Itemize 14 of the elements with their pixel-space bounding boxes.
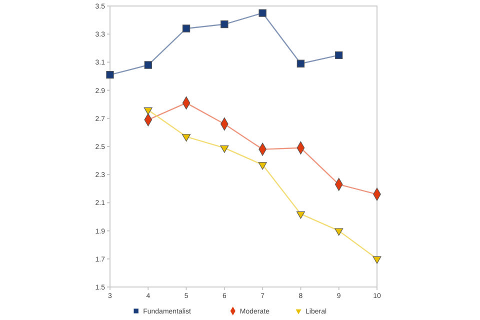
point — [144, 107, 152, 115]
point — [182, 24, 190, 32]
point — [106, 71, 114, 79]
point — [220, 20, 228, 28]
point — [258, 162, 267, 170]
point — [296, 211, 305, 219]
point — [182, 134, 191, 142]
point — [335, 51, 343, 60]
point — [220, 145, 229, 153]
point — [258, 9, 266, 17]
point — [296, 60, 305, 68]
point — [144, 61, 152, 69]
point — [334, 228, 344, 236]
point — [372, 256, 382, 264]
